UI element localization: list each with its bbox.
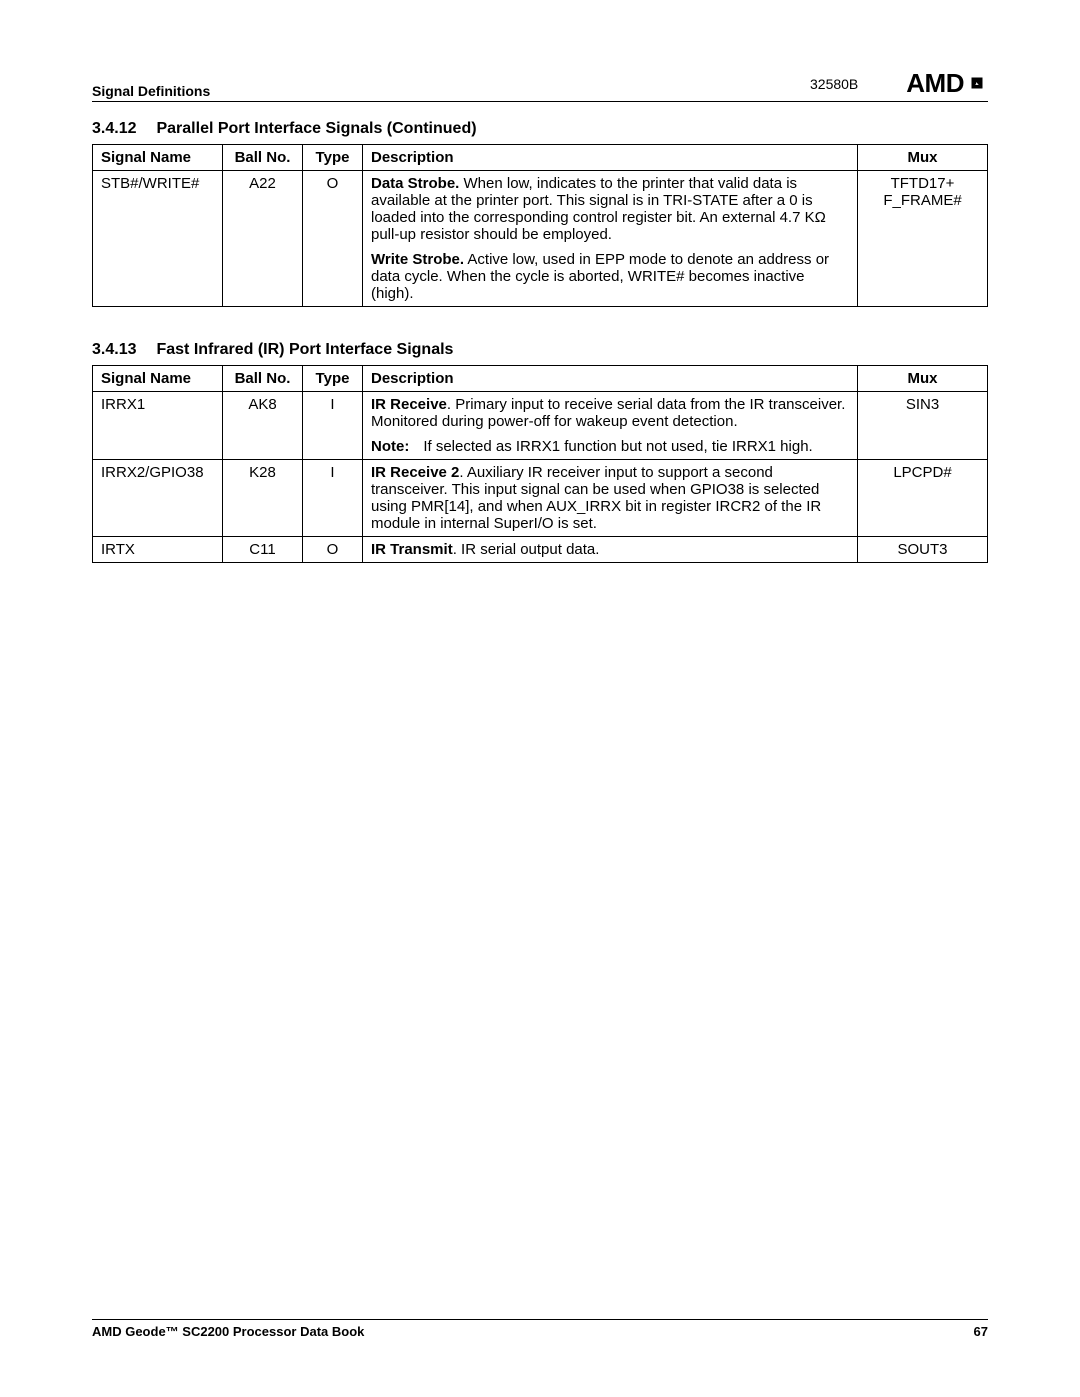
cell-ball: K28 <box>223 460 303 537</box>
desc-bold: IR Receive 2 <box>371 464 459 481</box>
cell-signal: IRRX1 <box>93 392 223 460</box>
parallel-port-signals-table: Signal Name Ball No. Type Description Mu… <box>92 144 988 307</box>
ir-port-signals-table: Signal Name Ball No. Type Description Mu… <box>92 365 988 563</box>
section-3-4-12-title: 3.4.12 Parallel Port Interface Signals (C… <box>92 120 988 138</box>
col-header-type: Type <box>303 366 363 392</box>
footer-page-number: 67 <box>974 1324 988 1339</box>
col-header-mux: Mux <box>858 145 988 171</box>
desc-bold: Data Strobe. <box>371 175 459 192</box>
cell-desc: IR Receive. Primary input to receive ser… <box>363 392 858 460</box>
desc-bold: Write Strobe. <box>371 251 464 268</box>
col-header-desc: Description <box>363 366 858 392</box>
note-label: Note: <box>371 438 409 455</box>
header-right: 32580B AMD <box>810 68 988 99</box>
col-header-type: Type <box>303 145 363 171</box>
amd-arrow-icon <box>966 72 988 94</box>
note-body: If selected as IRRX1 function but not us… <box>423 438 812 455</box>
section-3-4-13-text: Fast Infrared (IR) Port Interface Signal… <box>156 341 453 358</box>
footer-book-title: AMD Geode™ SC2200 Processor Data Book <box>92 1324 364 1339</box>
desc-text: . IR serial output data. <box>453 541 600 558</box>
desc-bold: IR Transmit <box>371 541 453 558</box>
desc-bold: IR Receive <box>371 396 447 413</box>
table-row: IRRX2/GPIO38 K28 I IR Receive 2. Auxilia… <box>93 460 988 537</box>
section-3-4-13-number: 3.4.13 <box>92 341 136 359</box>
desc-paragraph: Write Strobe. Active low, used in EPP mo… <box>371 251 849 302</box>
col-header-mux: Mux <box>858 366 988 392</box>
section-3-4-13-title: 3.4.13 Fast Infrared (IR) Port Interface … <box>92 341 988 359</box>
cell-ball: C11 <box>223 537 303 563</box>
table-header-row: Signal Name Ball No. Type Description Mu… <box>93 366 988 392</box>
cell-signal: IRTX <box>93 537 223 563</box>
col-header-ball: Ball No. <box>223 366 303 392</box>
desc-note: Note: If selected as IRRX1 function but … <box>371 438 849 455</box>
cell-ball: AK8 <box>223 392 303 460</box>
cell-ball: A22 <box>223 171 303 307</box>
mux-line1: TFTD17+ <box>891 175 955 192</box>
desc-paragraph: IR Receive. Primary input to receive ser… <box>371 396 849 430</box>
table-row: STB#/WRITE# A22 O Data Strobe. When low,… <box>93 171 988 307</box>
cell-mux: SIN3 <box>858 392 988 460</box>
cell-mux: TFTD17+ F_FRAME# <box>858 171 988 307</box>
cell-type: I <box>303 460 363 537</box>
section-3-4-12-number: 3.4.12 <box>92 120 136 138</box>
col-header-ball: Ball No. <box>223 145 303 171</box>
col-header-signal: Signal Name <box>93 366 223 392</box>
cell-mux: LPCPD# <box>858 460 988 537</box>
amd-logo-text: AMD <box>906 68 964 99</box>
amd-logo: AMD <box>906 68 988 99</box>
desc-paragraph: IR Transmit. IR serial output data. <box>371 541 849 558</box>
doc-number: 32580B <box>810 76 858 92</box>
cell-desc: IR Transmit. IR serial output data. <box>363 537 858 563</box>
page-header: Signal Definitions 32580B AMD <box>92 68 988 102</box>
cell-type: O <box>303 171 363 307</box>
cell-type: I <box>303 392 363 460</box>
section-3-4-12-text: Parallel Port Interface Signals (Continu… <box>156 120 476 137</box>
cell-desc: IR Receive 2. Auxiliary IR receiver inpu… <box>363 460 858 537</box>
desc-paragraph: IR Receive 2. Auxiliary IR receiver inpu… <box>371 464 849 532</box>
table-row: IRRX1 AK8 I IR Receive. Primary input to… <box>93 392 988 460</box>
cell-type: O <box>303 537 363 563</box>
table-row: IRTX C11 O IR Transmit. IR serial output… <box>93 537 988 563</box>
col-header-desc: Description <box>363 145 858 171</box>
desc-paragraph: Data Strobe. When low, indicates to the … <box>371 175 849 243</box>
header-section-label: Signal Definitions <box>92 83 210 99</box>
col-header-signal: Signal Name <box>93 145 223 171</box>
cell-signal: IRRX2/GPIO38 <box>93 460 223 537</box>
cell-signal: STB#/WRITE# <box>93 171 223 307</box>
table-header-row: Signal Name Ball No. Type Description Mu… <box>93 145 988 171</box>
cell-mux: SOUT3 <box>858 537 988 563</box>
page-footer: AMD Geode™ SC2200 Processor Data Book 67 <box>92 1319 988 1339</box>
cell-desc: Data Strobe. When low, indicates to the … <box>363 171 858 307</box>
mux-line2: F_FRAME# <box>883 192 961 209</box>
